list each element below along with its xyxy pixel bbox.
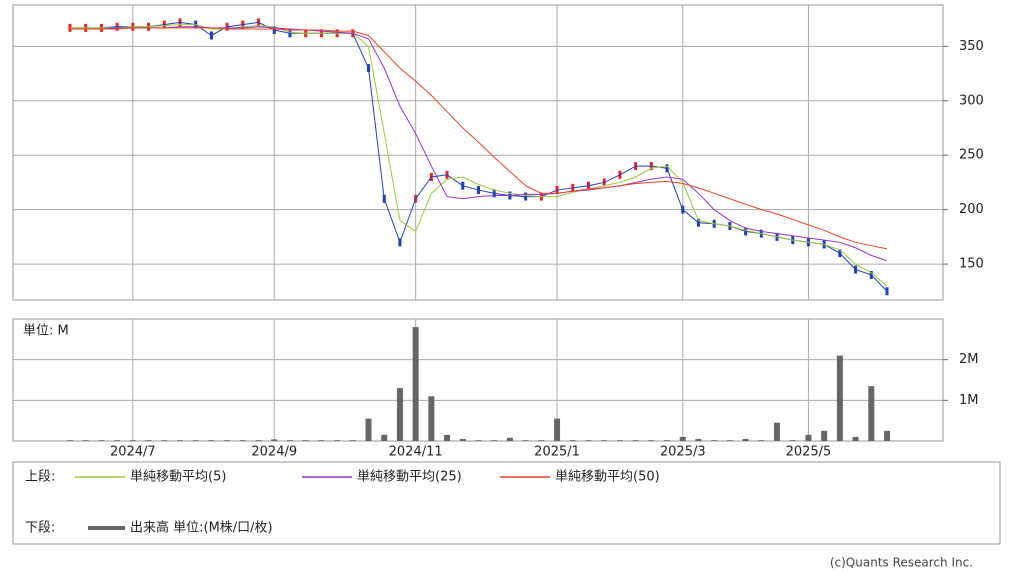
volume-bar	[161, 440, 168, 441]
volume-bar	[176, 440, 183, 441]
legend-entry: 出来高 単位:(M株/口/枚)	[130, 520, 273, 536]
legend-entry: 単純移動平均(5)	[130, 469, 226, 485]
legend-entry: 単純移動平均(25)	[357, 469, 462, 485]
x-tick-label: 2024/11	[389, 445, 443, 460]
volume-panel	[12, 318, 944, 442]
volume-bar	[884, 430, 890, 441]
volume-bar	[852, 436, 859, 441]
volume-bar	[365, 418, 372, 441]
volume-bar	[538, 440, 545, 441]
price-line	[70, 21, 888, 292]
y-tick-label: 350	[959, 39, 984, 54]
y-tick-label: 1M	[959, 393, 979, 408]
volume-bar	[821, 430, 828, 441]
volume-bar	[491, 440, 498, 441]
x-tick-label: 2024/9	[251, 445, 297, 460]
volume-bar	[396, 388, 403, 441]
volume-bar	[334, 440, 341, 441]
volume-bar	[758, 440, 765, 441]
y-tick-label: 2M	[959, 352, 979, 367]
volume-bar	[679, 436, 686, 441]
moving-average	[70, 27, 888, 250]
volume-bar	[114, 440, 121, 441]
volume-bar	[239, 440, 246, 441]
volume-bar	[192, 440, 199, 441]
volume-bar	[569, 440, 576, 441]
volume-bar	[129, 440, 136, 441]
volume-bar	[789, 440, 796, 441]
volume-bar	[601, 440, 608, 441]
volume-bar	[805, 434, 812, 441]
volume-bar	[711, 440, 718, 441]
legend-entry: 単純移動平均(50)	[555, 469, 660, 485]
volume-bar	[648, 440, 655, 441]
volume-bar	[428, 396, 435, 441]
volume-bar	[475, 440, 482, 441]
volume-bar	[286, 440, 293, 441]
y-tick-label: 300	[959, 93, 984, 108]
y-tick-label: 250	[959, 148, 984, 163]
volume-bar	[554, 418, 561, 441]
volume-bar	[82, 440, 89, 441]
volume-bar	[726, 440, 733, 441]
volume-bar	[349, 440, 356, 441]
volume-bar	[318, 440, 325, 441]
x-tick-label: 2024/7	[110, 445, 156, 460]
volume-bar	[145, 440, 152, 441]
volume-bar	[98, 440, 105, 441]
volume-bar	[868, 386, 875, 441]
volume-bar	[67, 440, 73, 441]
volume-bar	[616, 440, 623, 441]
volume-bar	[585, 440, 592, 441]
volume-bar	[742, 438, 749, 441]
volume-bar	[271, 439, 278, 441]
volume-bar	[664, 440, 671, 441]
copyright: (c)Quants Research Inc.	[830, 556, 973, 570]
y-tick-label: 200	[959, 202, 984, 217]
x-tick-label: 2025/3	[660, 445, 706, 460]
volume-bar	[381, 434, 388, 441]
volume-bar	[836, 355, 843, 441]
legend-box	[12, 461, 1001, 545]
volume-bar	[774, 422, 781, 441]
x-tick-label: 2025/1	[534, 445, 580, 460]
volume-bar	[412, 327, 419, 441]
legend-label: 上段:	[25, 470, 55, 485]
volume-bar	[208, 440, 215, 441]
volume-bar	[459, 438, 466, 441]
volume-bar	[224, 440, 231, 441]
price-panel	[12, 4, 944, 301]
volume-bar	[632, 440, 639, 441]
unit-label: 単位: M	[23, 323, 69, 339]
volume-bar	[444, 434, 451, 441]
legend-label: 下段:	[25, 521, 55, 536]
volume-bar	[302, 440, 309, 441]
volume-bar	[695, 438, 702, 441]
volume-bar	[522, 440, 529, 441]
volume-bar	[506, 437, 513, 441]
volume-bar	[255, 440, 262, 441]
y-tick-label: 150	[959, 257, 984, 272]
x-tick-label: 2025/5	[786, 445, 832, 460]
